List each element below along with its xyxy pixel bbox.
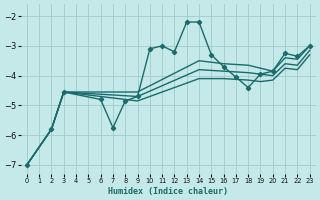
X-axis label: Humidex (Indice chaleur): Humidex (Indice chaleur) [108, 187, 228, 196]
